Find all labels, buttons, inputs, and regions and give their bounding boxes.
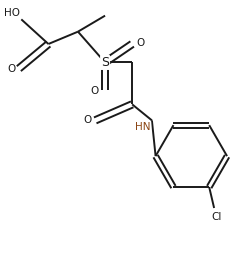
Text: O: O (7, 64, 15, 74)
Text: O: O (136, 38, 144, 48)
Text: HN: HN (135, 122, 151, 132)
Text: O: O (83, 115, 92, 125)
Text: S: S (101, 56, 109, 69)
Text: Cl: Cl (211, 212, 222, 222)
Text: HO: HO (4, 8, 20, 18)
Text: O: O (91, 86, 99, 96)
